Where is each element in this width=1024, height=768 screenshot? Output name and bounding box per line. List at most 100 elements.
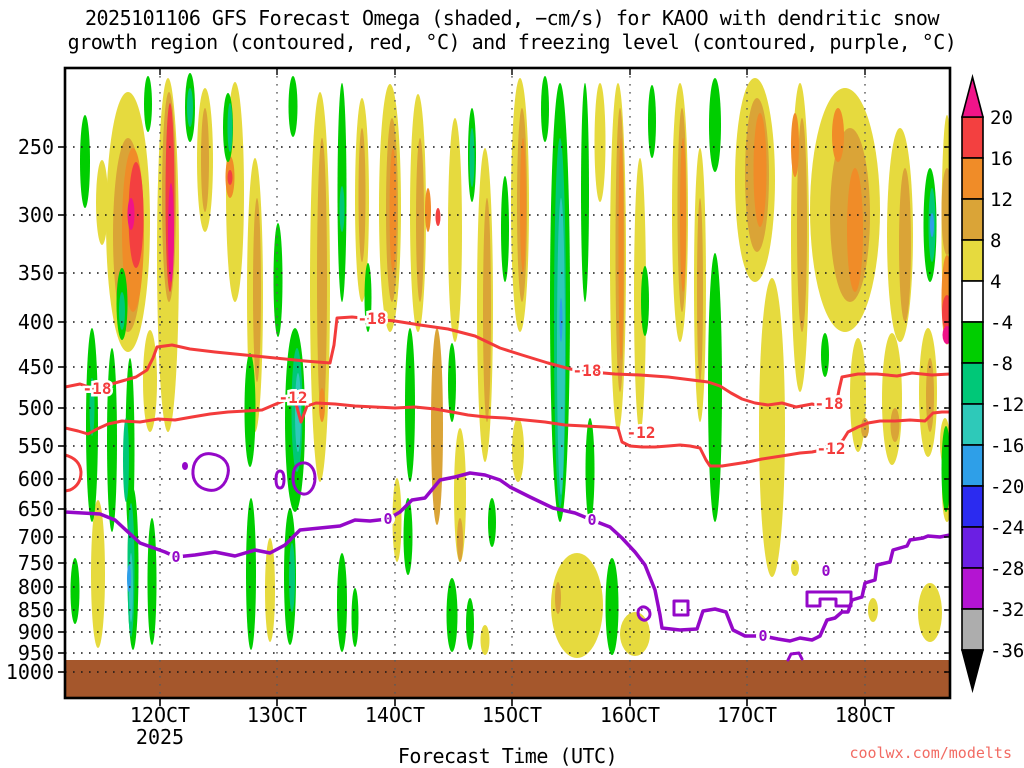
omega-shading-blob (431, 328, 443, 525)
x-axis-year-label: 2025 (136, 725, 184, 749)
omega-shading-blob (918, 583, 942, 642)
colorbar-label: -24 (990, 517, 1024, 539)
colorbar-label: -32 (990, 599, 1024, 621)
omega-shading-blob (317, 138, 327, 422)
x-axis-title: Forecast Time (UTC) (397, 744, 618, 768)
x-tick-label: 14OCT (365, 703, 425, 727)
colorbar-box (961, 485, 984, 528)
omega-shading-blob (847, 168, 863, 292)
omega-shading-blob (265, 538, 275, 642)
colorbar-label: -4 (990, 312, 1013, 334)
y-tick-label: 350 (18, 261, 54, 285)
omega-shading-blob (680, 138, 686, 292)
colorbar-box (961, 116, 984, 159)
purple-contour-loop (805, 590, 853, 608)
omega-shading-blob (466, 598, 474, 650)
omega-shading-blob (337, 553, 347, 652)
omega-shading-blob (298, 395, 300, 406)
purple-contour-loop (291, 461, 317, 496)
colorbar-box (961, 362, 984, 405)
omega-shading-blob (288, 76, 298, 137)
red-contour-label: -12 (279, 388, 308, 407)
omega-shading-blob (585, 418, 595, 522)
omega-shading-blob (594, 83, 606, 202)
x-tick-label: 12OCT (130, 703, 190, 727)
colorbar-box (961, 198, 984, 241)
y-tick-label: 400 (18, 310, 54, 334)
omega-shading-blob (890, 408, 900, 442)
omega-shading-blob (942, 326, 950, 344)
omega-shading-blob (512, 418, 524, 482)
omega-shading-blob (358, 128, 366, 262)
omega-shading-blob (319, 388, 325, 422)
colorbar-box (961, 239, 984, 282)
colorbar-box (961, 608, 984, 651)
gridlines (65, 68, 950, 698)
omega-shading-blob (273, 223, 283, 337)
omega-shading-blob (648, 85, 656, 158)
purple-freezing-level-line (65, 471, 950, 643)
zero-label-halo (819, 564, 833, 578)
y-tick-label: 500 (18, 396, 54, 420)
omega-shading-blob (246, 498, 256, 650)
omega-shading-blob (832, 108, 844, 162)
omega-shading-blob (457, 518, 463, 562)
watermark-link[interactable]: coolwx.com/modelts (849, 744, 1012, 762)
x-tick-label: 13OCT (247, 703, 307, 727)
omega-shading-blob (448, 343, 456, 422)
chart-title-line1: 2025101106 GFS Forecast Omega (shaded, −… (84, 6, 940, 30)
omega-shading-blob (709, 78, 721, 172)
omega-shading-blob (641, 266, 649, 336)
omega-shading-blob (551, 553, 603, 658)
omega-shading-blob (80, 115, 90, 208)
colorbar-box (961, 526, 984, 569)
y-tick-label: 850 (18, 598, 54, 622)
y-tick-label: 700 (18, 525, 54, 549)
purple-contour-loop (636, 605, 652, 622)
omega-shading-blob (289, 543, 295, 612)
purple-zero-label: 0 (758, 627, 767, 645)
y-tick-label: 550 (18, 434, 54, 458)
omega-shading-blob (605, 558, 619, 655)
purple-zero-label: 0 (171, 548, 180, 566)
omega-shading-blob (107, 348, 117, 532)
colorbar-label: -28 (990, 558, 1024, 580)
omega-shading-blob (753, 113, 767, 227)
omega-shading-blob (127, 565, 131, 592)
purple-contour-dot (182, 462, 188, 470)
omega-shading-blob (351, 588, 359, 647)
omega-shading-blob (435, 208, 441, 226)
omega-shading-blob (618, 138, 624, 360)
purple-contour-loop (274, 469, 286, 490)
omega-shading-blob (759, 278, 785, 577)
plot-frame (63, 66, 952, 700)
colorbar-up-arrow (960, 73, 985, 118)
colorbar-box (961, 280, 984, 323)
omega-shading-blob (89, 378, 95, 436)
omega-shading-blob (123, 418, 129, 502)
y-tick-label: 250 (18, 135, 54, 159)
chart-title-line2: growth region (contoured, red, °C) and f… (67, 30, 957, 54)
zero-label-halo (585, 513, 599, 527)
omega-shading-blob (96, 160, 108, 245)
omega-shading-blob (791, 113, 799, 177)
omega-shading-blob (403, 498, 413, 575)
omega-shading-blob (128, 162, 144, 268)
colorbar-box (961, 567, 984, 610)
omega-shading-blob (941, 426, 950, 512)
omega-shading-blob (791, 560, 799, 576)
colorbar-label: 4 (990, 271, 1001, 293)
y-tick-label: 650 (18, 497, 54, 521)
omega-shading-blob (201, 108, 209, 212)
y-tick-label: 450 (18, 355, 54, 379)
purple-contour-loop (786, 651, 804, 662)
red-contour-label: -18 (815, 394, 844, 413)
omega-shading-blob (143, 330, 157, 432)
omega-shading-blob (797, 118, 807, 332)
omega-shading-blob (119, 292, 125, 330)
red-contour-segment (65, 453, 83, 493)
red-contour-line (65, 397, 950, 468)
red-contour-label: -18 (83, 379, 112, 398)
omega-shading-blob (227, 103, 233, 152)
